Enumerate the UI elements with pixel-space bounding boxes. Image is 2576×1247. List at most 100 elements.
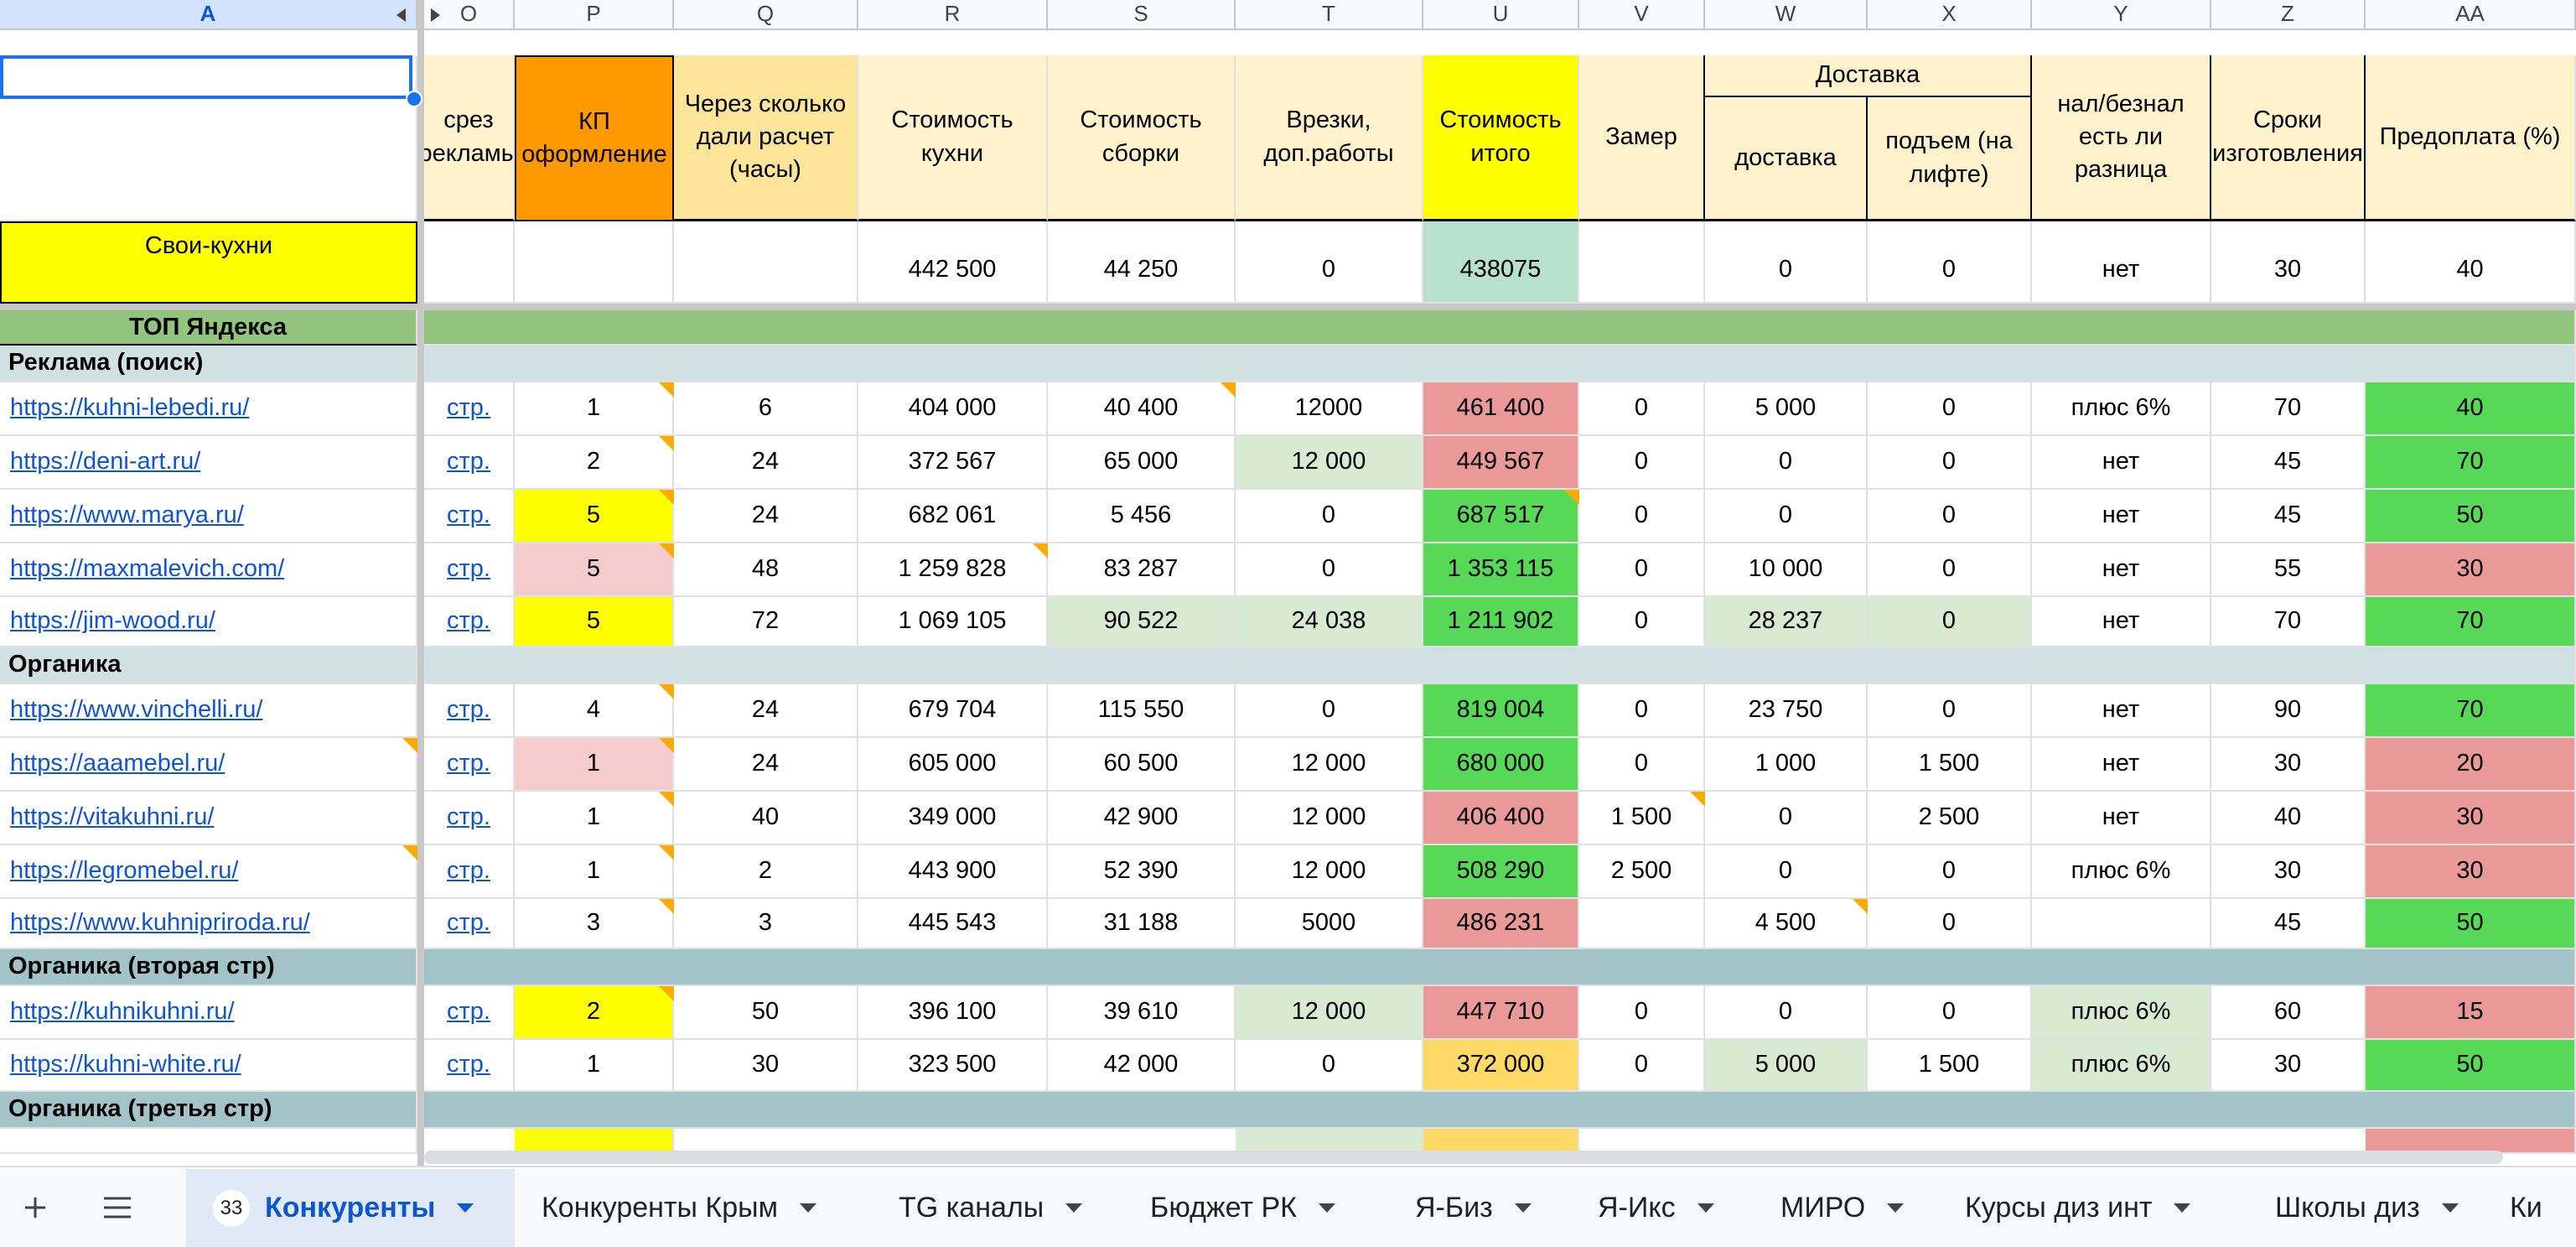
page-link[interactable]: стр. <box>424 684 515 738</box>
cell-s[interactable]: 5 456 <box>1048 490 1236 543</box>
cell-u[interactable]: 447 710 <box>1423 986 1579 1040</box>
cell-r[interactable]: 679 704 <box>858 684 1048 738</box>
header-kp[interactable]: КП оформление <box>515 55 674 221</box>
cell-v[interactable]: 2 500 <box>1579 845 1705 899</box>
cell-s[interactable]: 115 550 <box>1048 684 1236 738</box>
header-prepayment[interactable]: Предоплата (%) <box>2366 55 2576 221</box>
cell-y[interactable]: плюс 6% <box>2032 845 2211 899</box>
own-y[interactable]: нет <box>2032 221 2211 304</box>
cell-w[interactable]: 5 000 <box>1705 382 1868 436</box>
cell-q[interactable]: 24 <box>674 490 858 543</box>
caret-down-icon[interactable] <box>1065 1203 1083 1213</box>
cell-p[interactable]: 1 <box>515 1040 674 1092</box>
cell-x[interactable]: 0 <box>1868 382 2032 436</box>
cell-s[interactable]: 42 000 <box>1048 1040 1236 1092</box>
cell-x[interactable]: 2 500 <box>1868 792 2032 845</box>
cell-q[interactable]: 6 <box>674 382 858 436</box>
header-response-time[interactable]: Через сколько дали расчет (часы) <box>674 55 858 221</box>
cell-y[interactable]: плюс 6% <box>2032 986 2211 1040</box>
sheet-tab[interactable]: МИРО <box>1754 1169 1938 1247</box>
cell-s[interactable]: 39 610 <box>1048 986 1236 1040</box>
cell-z[interactable]: 55 <box>2211 543 2366 597</box>
cell-y[interactable]: нет <box>2032 543 2211 597</box>
comment-marker[interactable] <box>402 845 417 860</box>
comment-marker[interactable] <box>659 684 674 699</box>
cell-x[interactable]: 0 <box>1868 899 2032 949</box>
cell-p[interactable]: 5 <box>515 490 674 543</box>
cell-aa[interactable]: 70 <box>2366 597 2576 647</box>
cell-p[interactable]: 2 <box>515 986 674 1040</box>
page-link[interactable]: стр. <box>424 899 515 949</box>
column-header-t[interactable]: T <box>1236 0 1423 30</box>
cell-s[interactable]: 42 900 <box>1048 792 1236 845</box>
cell-t[interactable]: 12 000 <box>1236 738 1423 792</box>
page-link[interactable]: стр. <box>424 543 515 597</box>
comment-marker[interactable] <box>1221 382 1236 397</box>
cell-s[interactable]: 31 188 <box>1048 899 1236 949</box>
cell-t[interactable]: 12 000 <box>1236 792 1423 845</box>
cell-s[interactable]: 90 522 <box>1048 597 1236 647</box>
cell-p[interactable]: 4 <box>515 684 674 738</box>
cell-q[interactable]: 72 <box>674 597 858 647</box>
cell-aa[interactable]: 30 <box>2366 792 2576 845</box>
cell-x[interactable]: 0 <box>1868 986 2032 1040</box>
header-measure[interactable]: Замер <box>1579 55 1705 221</box>
own-v[interactable] <box>1579 221 1705 304</box>
column-header-aa[interactable]: AA <box>2366 0 2576 30</box>
page-link[interactable]: стр. <box>424 382 515 436</box>
column-header-x[interactable]: X <box>1868 0 2032 30</box>
cell-r[interactable]: 605 000 <box>858 738 1048 792</box>
cell-t[interactable]: 0 <box>1236 684 1423 738</box>
caret-down-icon[interactable] <box>1887 1203 1905 1213</box>
cell-q[interactable]: 50 <box>674 986 858 1040</box>
cell-r[interactable]: 1 069 105 <box>858 597 1048 647</box>
cell-aa[interactable]: 30 <box>2366 845 2576 899</box>
cell-w[interactable]: 5 000 <box>1705 1040 1868 1092</box>
cell-t[interactable]: 12 000 <box>1236 845 1423 899</box>
cell-t[interactable]: 0 <box>1236 1040 1423 1092</box>
cell-u[interactable]: 486 231 <box>1423 899 1579 949</box>
cell-u[interactable]: 819 004 <box>1423 684 1579 738</box>
cell-x[interactable]: 1 500 <box>1868 738 2032 792</box>
page-link[interactable]: стр. <box>424 845 515 899</box>
plus-icon[interactable] <box>10 1182 60 1233</box>
competitor-link[interactable]: https://jim-wood.ru/ <box>0 597 417 647</box>
cell-w[interactable]: 23 750 <box>1705 684 1868 738</box>
cell-aa[interactable]: 70 <box>2366 436 2576 490</box>
competitor-link[interactable]: https://maxmalevich.com/ <box>0 543 417 597</box>
cell-v[interactable]: 0 <box>1579 382 1705 436</box>
cell-x[interactable]: 0 <box>1868 490 2032 543</box>
own-z[interactable]: 30 <box>2211 221 2366 304</box>
competitor-link[interactable]: https://www.vinchelli.ru/ <box>0 684 417 738</box>
cell-u[interactable]: 680 000 <box>1423 738 1579 792</box>
sheet-tab[interactable]: Курсы диз инт <box>1938 1169 2248 1247</box>
column-header-p[interactable]: P <box>515 0 674 30</box>
cell-v[interactable]: 0 <box>1579 436 1705 490</box>
cell-z[interactable]: 40 <box>2211 792 2366 845</box>
comment-marker[interactable] <box>659 436 674 451</box>
cell-q[interactable]: 30 <box>674 1040 858 1092</box>
partial-row-p[interactable] <box>515 1129 674 1154</box>
cell-q[interactable]: 2 <box>674 845 858 899</box>
own-t[interactable]: 0 <box>1236 221 1423 304</box>
cell-u[interactable]: 1 353 115 <box>1423 543 1579 597</box>
spreadsheet-grid[interactable]: A O P Q R S T U V W X Y Z AA срез реклам… <box>0 0 2576 1166</box>
cell-r[interactable]: 443 900 <box>858 845 1048 899</box>
competitor-link[interactable]: https://deni-art.ru/ <box>0 436 417 490</box>
cell-x[interactable]: 0 <box>1868 436 2032 490</box>
cell-u[interactable]: 461 400 <box>1423 382 1579 436</box>
cell-u[interactable]: 1 211 902 <box>1423 597 1579 647</box>
column-header-y[interactable]: Y <box>2032 0 2211 30</box>
cell-s[interactable]: 40 400 <box>1048 382 1236 436</box>
cell-x[interactable]: 1 500 <box>1868 1040 2032 1092</box>
cell-r[interactable]: 404 000 <box>858 382 1048 436</box>
own-aa[interactable]: 40 <box>2366 221 2576 304</box>
caret-down-icon[interactable] <box>2174 1203 2191 1213</box>
sheet-tab[interactable]: 33 Конкуренты <box>186 1169 515 1247</box>
cell-w[interactable]: 0 <box>1705 792 1868 845</box>
cell-p[interactable]: 3 <box>515 899 674 949</box>
cell-z[interactable]: 70 <box>2211 597 2366 647</box>
sheet-tab[interactable]: Ки <box>2493 1169 2576 1247</box>
cell-y[interactable]: нет <box>2032 597 2211 647</box>
column-header-a[interactable]: A <box>0 0 417 30</box>
